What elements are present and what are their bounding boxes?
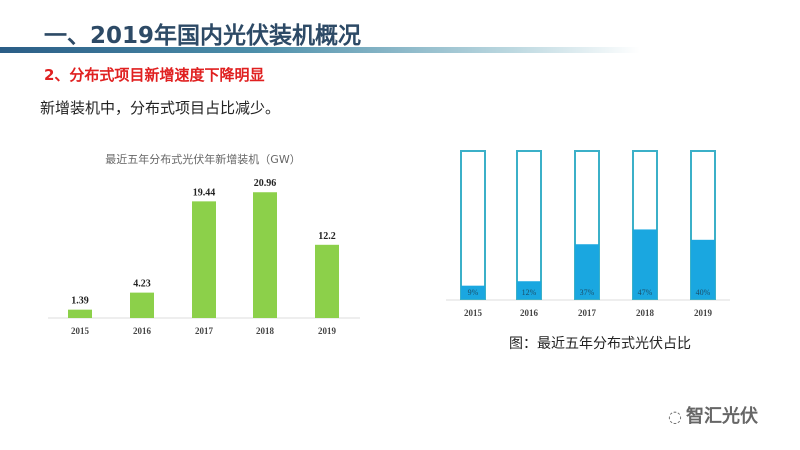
data-label: 19.44	[193, 187, 216, 198]
bar-fill-2019	[691, 239, 715, 299]
x-tick-label: 2019	[694, 308, 713, 318]
section-subtitle: 2、分布式项目新增速度下降明显	[44, 66, 265, 84]
bar-fill-2017	[575, 244, 599, 299]
title-divider	[0, 47, 640, 53]
bar-2016	[130, 292, 154, 318]
watermark: ◌ 智汇光伏	[668, 402, 758, 428]
x-tick-label: 2017	[195, 326, 214, 336]
description: 新增装机中，分布式项目占比减少。	[40, 99, 281, 117]
data-label: 47%	[638, 288, 653, 297]
x-tick-label: 2018	[256, 326, 275, 336]
page-title: 一、2019年国内光伏装机概况	[44, 23, 362, 49]
bar-fill-2018	[633, 229, 657, 299]
bar-fill-2016	[517, 281, 541, 299]
data-label: 1.39	[71, 296, 89, 307]
x-tick-label: 2018	[636, 308, 655, 318]
bar-frame-2016	[516, 150, 542, 300]
data-label: 40%	[696, 288, 711, 297]
data-label: 12%	[522, 288, 537, 297]
data-label: 37%	[580, 288, 595, 297]
bar-frame-2015	[460, 150, 486, 300]
chart1-title: 最近五年分布式光伏年新增装机（GW）	[105, 152, 300, 166]
bar-2018	[253, 192, 277, 318]
bar-2017	[192, 201, 216, 318]
bar-fill-2015	[461, 285, 485, 299]
bar-2015	[68, 309, 92, 318]
data-label: 12.2	[318, 231, 336, 242]
bar-2019	[315, 244, 339, 318]
x-tick-label: 2016	[133, 326, 152, 336]
watermark-text: 智汇光伏	[685, 406, 758, 427]
x-tick-label: 2016	[520, 308, 539, 318]
x-tick-label: 2015	[71, 326, 90, 336]
chart2-caption: 图：最近五年分布式光伏占比	[509, 336, 691, 352]
data-label: 20.96	[254, 178, 277, 189]
x-tick-label: 2019	[318, 326, 337, 336]
data-label: 4.23	[133, 279, 151, 290]
wechat-icon: ◌	[668, 407, 682, 426]
data-label: 9%	[468, 288, 479, 297]
x-tick-label: 2015	[464, 308, 483, 318]
x-tick-label: 2017	[578, 308, 597, 318]
